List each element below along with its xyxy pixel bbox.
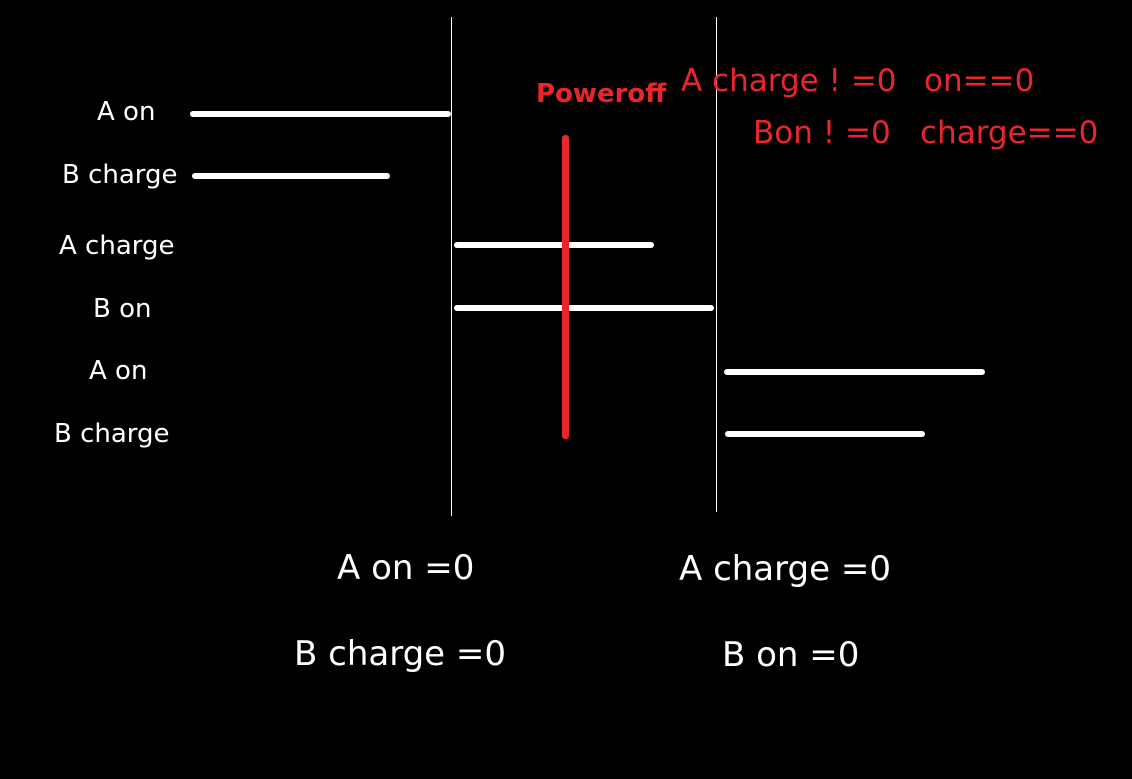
divider-line-2 [716, 17, 717, 512]
condition-on-equals-zero: on==0 [924, 63, 1035, 99]
bar-b-charge-2 [725, 431, 925, 437]
row-label-b-charge-2: B charge [54, 419, 170, 449]
bar-b-on [454, 305, 714, 311]
bottom-b-on-zero: B on =0 [722, 635, 860, 675]
condition-bon-not-zero: Bon ! =0 [753, 115, 891, 151]
bar-a-charge [454, 242, 654, 248]
divider-line-1 [451, 17, 452, 516]
poweroff-marker-line [562, 135, 569, 439]
poweroff-label: Poweroff [536, 79, 667, 109]
row-label-a-on-1: A on [97, 97, 156, 127]
condition-charge-equals-zero: charge==0 [920, 115, 1099, 151]
bar-b-charge-1 [192, 173, 390, 179]
row-label-a-on-2: A on [89, 356, 148, 386]
bottom-b-charge-zero: B charge =0 [294, 634, 507, 674]
bar-a-on-2 [724, 369, 985, 375]
row-label-b-charge-1: B charge [62, 160, 178, 190]
bar-a-on-1 [190, 111, 451, 117]
row-label-a-charge: A charge [59, 231, 175, 261]
condition-a-charge-not-zero: A charge ! =0 [681, 63, 897, 99]
bottom-a-on-zero: A on =0 [337, 548, 475, 588]
row-label-b-on: B on [93, 294, 152, 324]
bottom-a-charge-zero: A charge =0 [679, 549, 891, 589]
